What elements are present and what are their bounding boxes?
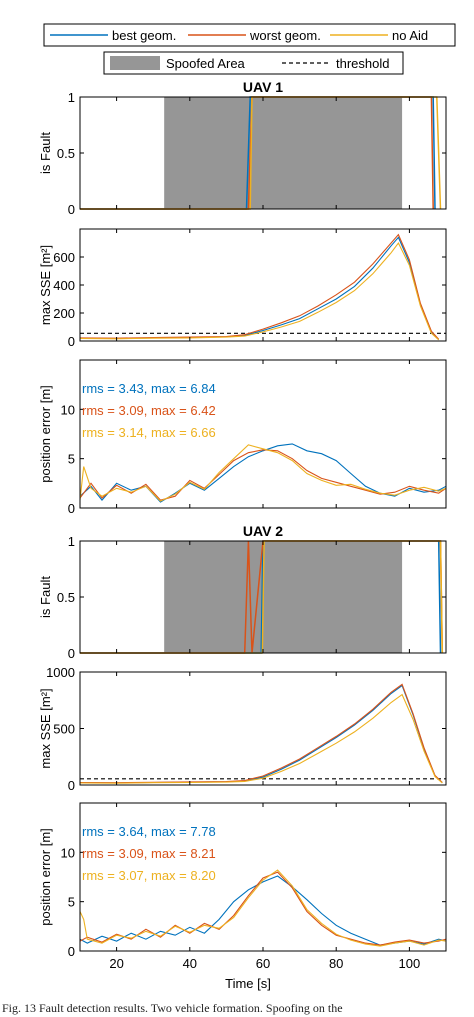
rms-annotation-1: rms = 3.09, max = 8.21 bbox=[82, 846, 216, 861]
plot-area bbox=[80, 229, 446, 341]
y-tick-label: 0.5 bbox=[57, 590, 75, 605]
spoofed-area bbox=[164, 541, 403, 653]
panel-uav2_poserr: 0 5 10 20 40 60 80 100 position error [m] rms = 3… bbox=[38, 802, 447, 971]
panel-uav1_poserr: 0 5 10 position error [m] rms = 3.43, max = … bbox=[38, 359, 447, 516]
y-tick-label: 1 bbox=[68, 90, 75, 105]
legend-label-0: best geom. bbox=[112, 28, 176, 43]
panel-title: UAV 2 bbox=[243, 523, 283, 539]
y-tick-label: 0 bbox=[68, 778, 75, 793]
y-tick-label: 500 bbox=[53, 722, 75, 737]
panel-title: UAV 1 bbox=[243, 79, 283, 95]
y-tick-label: 0 bbox=[68, 202, 75, 217]
x-tick-label: 80 bbox=[329, 956, 343, 971]
rms-annotation-2: rms = 3.14, max = 6.66 bbox=[82, 425, 216, 440]
x-tick-label: 40 bbox=[183, 956, 197, 971]
rms-annotation-0: rms = 3.64, max = 7.78 bbox=[82, 824, 216, 839]
y-tick-label: 1 bbox=[68, 534, 75, 549]
y-axis-label: position error [m] bbox=[38, 385, 53, 483]
y-tick-label: 0 bbox=[68, 944, 75, 959]
y-tick-label: 0 bbox=[68, 334, 75, 349]
y-tick-label: 400 bbox=[53, 278, 75, 293]
x-axis-label: Time [s] bbox=[225, 976, 271, 991]
y-tick-label: 0.5 bbox=[57, 146, 75, 161]
rms-annotation-2: rms = 3.07, max = 8.20 bbox=[82, 868, 216, 883]
y-tick-label: 1000 bbox=[46, 665, 75, 680]
legend-spoof: Spoofed Area threshold bbox=[103, 51, 404, 75]
panel-uav2_sse: 0 500 1000 max SSE [m²] bbox=[38, 665, 447, 793]
rms-annotation-1: rms = 3.09, max = 6.42 bbox=[82, 403, 216, 418]
y-tick-label: 5 bbox=[68, 895, 75, 910]
y-axis-label: position error [m] bbox=[38, 828, 53, 926]
plot-area bbox=[80, 803, 446, 951]
y-tick-label: 0 bbox=[68, 501, 75, 516]
y-tick-label: 10 bbox=[61, 845, 75, 860]
y-tick-label: 0 bbox=[68, 646, 75, 661]
panel-uav1_fault: 0 0.5 1 is Fault UAV 1 bbox=[38, 79, 447, 217]
legend-spoofed-label: Spoofed Area bbox=[166, 56, 246, 71]
legend-label-1: worst geom. bbox=[249, 28, 321, 43]
y-tick-label: 600 bbox=[53, 250, 75, 265]
legend-label-2: no Aid bbox=[392, 28, 428, 43]
x-tick-label: 20 bbox=[109, 956, 123, 971]
y-axis-label: is Fault bbox=[38, 576, 53, 618]
y-tick-label: 200 bbox=[53, 306, 75, 321]
plot-area bbox=[80, 360, 446, 508]
rms-annotation-0: rms = 3.43, max = 6.84 bbox=[82, 381, 216, 396]
plot-area bbox=[80, 672, 446, 785]
y-axis-label: max SSE [m²] bbox=[38, 688, 53, 768]
x-tick-label: 60 bbox=[256, 956, 270, 971]
x-tick-label: 100 bbox=[399, 956, 421, 971]
legend-series: best geom. worst geom. no Aid bbox=[43, 23, 456, 47]
panel-uav2_fault: 0 0.5 1 is Fault UAV 2 bbox=[38, 523, 447, 661]
spoofed-area-swatch bbox=[110, 56, 160, 70]
series-line-0 bbox=[80, 443, 446, 503]
y-tick-label: 10 bbox=[61, 402, 75, 417]
y-tick-label: 5 bbox=[68, 452, 75, 467]
series-line-2 bbox=[80, 444, 446, 502]
figure-caption: Fig. 13 Fault detection results. Two veh… bbox=[2, 1001, 343, 1015]
series-line-2 bbox=[80, 869, 446, 947]
spoofed-area bbox=[164, 97, 403, 209]
y-axis-label: is Fault bbox=[38, 132, 53, 174]
y-axis-label: max SSE [m²] bbox=[38, 245, 53, 325]
legend-threshold-label: threshold bbox=[336, 56, 389, 71]
